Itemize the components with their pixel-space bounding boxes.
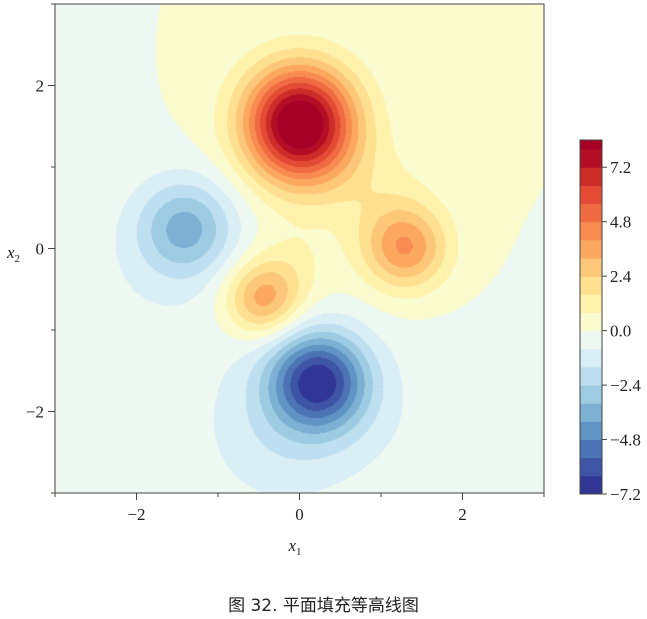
colorbar-segment	[580, 312, 602, 332]
x-axis-ticks: −2 0 2	[54, 493, 545, 524]
colorbar-tick-label: −4.8	[610, 431, 641, 450]
colorbar-segment	[580, 439, 602, 459]
colorbar-tick-label: 2.4	[610, 267, 632, 286]
colorbar-segment	[580, 403, 602, 422]
colorbar	[580, 140, 602, 495]
colorbar-segment	[580, 348, 602, 368]
colorbar-segment	[580, 167, 602, 186]
colorbar-segment	[580, 149, 602, 168]
y-tick-label: −2	[26, 403, 44, 422]
y-tick-label: 0	[36, 240, 45, 259]
colorbar-tick-label: −2.4	[610, 376, 641, 395]
figure-caption: 图 32. 平面填充等高线图	[228, 596, 419, 616]
colorbar-segment	[580, 276, 602, 295]
colorbar-tick-label: 0.0	[610, 322, 631, 341]
colorbar-segment	[580, 140, 602, 150]
colorbar-tick-label: 4.8	[610, 213, 631, 232]
filled-contour-image	[55, 4, 544, 493]
contour-figure: −2 0 2 −2 0 2 x1 x2 7.2 4.8 2.4 0.0 −2.4 −4.8 −7.2	[6, 3, 641, 558]
x-tick-label: −2	[127, 505, 145, 524]
colorbar-segment	[580, 221, 602, 241]
x-tick-label: 2	[458, 505, 467, 524]
colorbar-segment	[580, 330, 602, 350]
colorbar-segment	[580, 421, 602, 441]
x-axis-label: x1	[287, 536, 301, 558]
colorbar-segment	[580, 203, 602, 223]
contour-plot-area	[55, 4, 544, 493]
y-axis-ticks: −2 0 2	[26, 3, 55, 494]
colorbar-tick-label: −7.2	[610, 485, 641, 504]
colorbar-segment	[580, 366, 602, 386]
colorbar-segment	[580, 258, 602, 277]
x-tick-label: 0	[295, 505, 304, 524]
colorbar-frame	[579, 139, 603, 495]
colorbar-segment	[580, 475, 602, 495]
y-tick-label: 2	[36, 77, 45, 96]
colorbar-segment	[580, 239, 602, 259]
colorbar-segment	[580, 294, 602, 313]
colorbar-tick-label: 7.2	[610, 158, 631, 177]
y-axis-label: x2	[6, 243, 20, 265]
colorbar-segment	[580, 385, 602, 404]
colorbar-segment	[580, 185, 602, 205]
colorbar-segment	[580, 457, 602, 477]
colorbar-ticks: 7.2 4.8 2.4 0.0 −2.4 −4.8 −7.2	[602, 158, 641, 504]
